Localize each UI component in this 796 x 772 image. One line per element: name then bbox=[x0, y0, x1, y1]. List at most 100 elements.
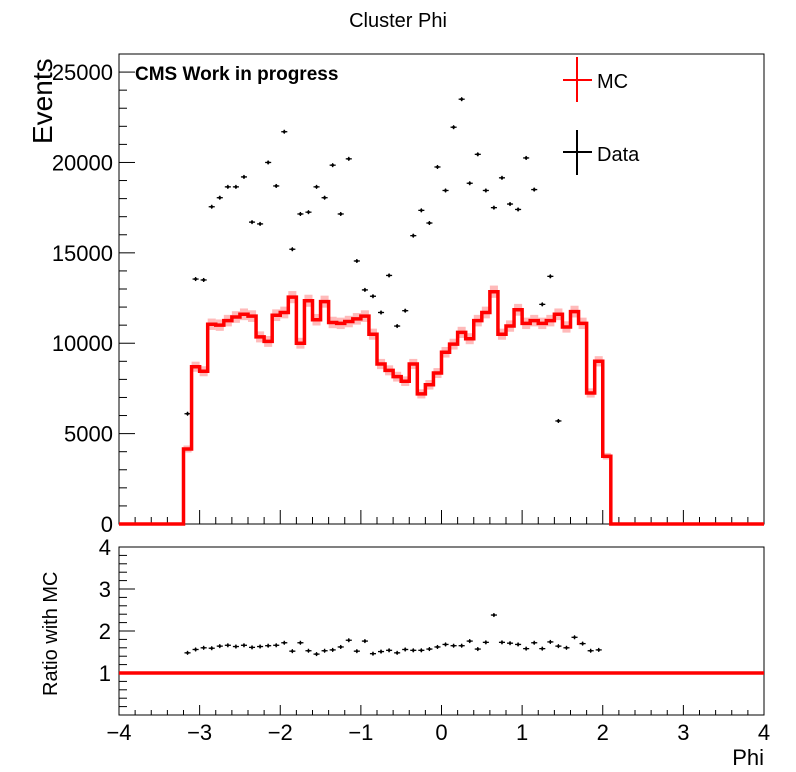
ratio-point bbox=[410, 648, 417, 653]
ratio-point bbox=[265, 643, 272, 648]
x-tick-label: 1 bbox=[516, 720, 528, 745]
ratio-point bbox=[490, 613, 497, 618]
data-point-marker bbox=[468, 181, 472, 185]
x-axis-label: Phi bbox=[732, 745, 764, 770]
ratio-point-marker bbox=[557, 644, 560, 648]
ratio-point bbox=[523, 646, 530, 651]
chart-title: Cluster Phi bbox=[349, 10, 447, 32]
ratio-point bbox=[442, 642, 449, 647]
data-point bbox=[361, 287, 368, 292]
ratio-point bbox=[458, 643, 465, 648]
ratio-point-marker bbox=[395, 651, 399, 655]
ratio-point bbox=[571, 635, 578, 640]
data-point-marker bbox=[355, 259, 359, 263]
data-point bbox=[394, 324, 401, 329]
ratio-plot-frame bbox=[118, 546, 765, 716]
ratio-point bbox=[531, 640, 538, 645]
data-point bbox=[498, 175, 505, 180]
ratio-y-axis: 1 2 3 4 bbox=[99, 535, 135, 708]
data-point bbox=[321, 195, 328, 200]
ratio-point-marker bbox=[589, 649, 592, 653]
ratio-y-tick-label: 2 bbox=[99, 619, 111, 644]
mc-uncertainty-band bbox=[183, 285, 611, 460]
data-point bbox=[208, 204, 215, 209]
data-point bbox=[369, 294, 376, 299]
data-point bbox=[240, 174, 247, 179]
ratio-point bbox=[297, 640, 304, 645]
data-point bbox=[249, 220, 256, 225]
ratio-point bbox=[361, 639, 368, 644]
ratio-point-marker bbox=[363, 639, 367, 643]
mc-histogram-line bbox=[119, 289, 764, 526]
data-point bbox=[555, 418, 562, 423]
ratio-point bbox=[587, 648, 594, 653]
ratio-point bbox=[547, 639, 554, 644]
data-point bbox=[402, 308, 409, 313]
ratio-x-axis: −4 −3 −2 −1 0 1 2 3 4 bbox=[106, 705, 770, 745]
ratio-point-marker bbox=[250, 646, 254, 649]
ratio-point bbox=[192, 647, 199, 652]
data-point bbox=[378, 310, 385, 315]
ratio-point-marker bbox=[210, 646, 214, 650]
data-point bbox=[442, 188, 449, 193]
data-point bbox=[297, 211, 304, 216]
data-point bbox=[434, 164, 441, 169]
x-tick-label: 4 bbox=[758, 720, 770, 745]
data-point bbox=[224, 184, 231, 189]
data-point-marker bbox=[532, 188, 536, 191]
data-point bbox=[515, 207, 522, 212]
main-x-ticks bbox=[118, 510, 765, 524]
ratio-point-marker bbox=[186, 651, 189, 655]
cms-annotation: CMS Work in progress bbox=[135, 64, 338, 85]
ratio-y-tick-label: 4 bbox=[99, 535, 111, 560]
data-point-marker bbox=[500, 176, 504, 180]
main-panel: 0 5000 10000 15000 20000 25000 Events CMS Wor… bbox=[27, 53, 765, 537]
ratio-point-marker bbox=[355, 649, 359, 653]
x-tick-label: 3 bbox=[677, 720, 689, 745]
ratio-point-marker bbox=[347, 638, 351, 642]
data-point bbox=[458, 97, 465, 102]
data-point bbox=[466, 181, 473, 186]
x-tick-label: −1 bbox=[348, 720, 373, 745]
ratio-point-marker bbox=[484, 641, 488, 644]
ratio-point bbox=[208, 646, 215, 651]
data-point bbox=[337, 211, 344, 216]
ratio-point-marker bbox=[242, 643, 246, 647]
data-point-marker bbox=[484, 189, 488, 192]
ratio-point-marker bbox=[436, 645, 439, 649]
ratio-point bbox=[313, 652, 320, 657]
ratio-point bbox=[257, 644, 264, 649]
ratio-point-marker bbox=[282, 641, 286, 645]
ratio-y-tick-label: 1 bbox=[99, 661, 111, 686]
ratio-point bbox=[563, 645, 570, 650]
main-y-tick-label: 15000 bbox=[52, 241, 113, 266]
data-point-marker bbox=[218, 196, 222, 200]
data-point bbox=[192, 277, 199, 282]
ratio-point-marker bbox=[460, 644, 463, 647]
data-point bbox=[482, 188, 489, 193]
ratio-point bbox=[369, 651, 376, 656]
ratio-point bbox=[200, 645, 207, 650]
data-point-marker bbox=[444, 189, 447, 192]
data-point-marker bbox=[234, 185, 238, 189]
data-point-marker bbox=[210, 205, 214, 209]
ratio-point-marker bbox=[532, 641, 536, 645]
ratio-point bbox=[498, 640, 505, 645]
ratio-point-marker bbox=[226, 643, 230, 647]
ratio-point bbox=[232, 644, 239, 649]
ratio-point-marker bbox=[428, 647, 431, 651]
data-points bbox=[184, 97, 562, 423]
data-point bbox=[289, 247, 296, 252]
ratio-point-marker bbox=[331, 648, 334, 652]
main-y-tick-label: 10000 bbox=[52, 331, 113, 356]
ratio-point-marker bbox=[371, 652, 375, 655]
ratio-y-tick-label: 3 bbox=[99, 577, 111, 602]
ratio-point bbox=[240, 643, 247, 648]
data-point bbox=[257, 221, 264, 226]
data-point bbox=[547, 274, 554, 279]
data-point-marker bbox=[323, 196, 326, 200]
ratio-point bbox=[305, 648, 312, 653]
legend-entry-mc: MC bbox=[563, 57, 628, 102]
ratio-point bbox=[418, 648, 425, 653]
data-point-marker bbox=[379, 311, 383, 314]
